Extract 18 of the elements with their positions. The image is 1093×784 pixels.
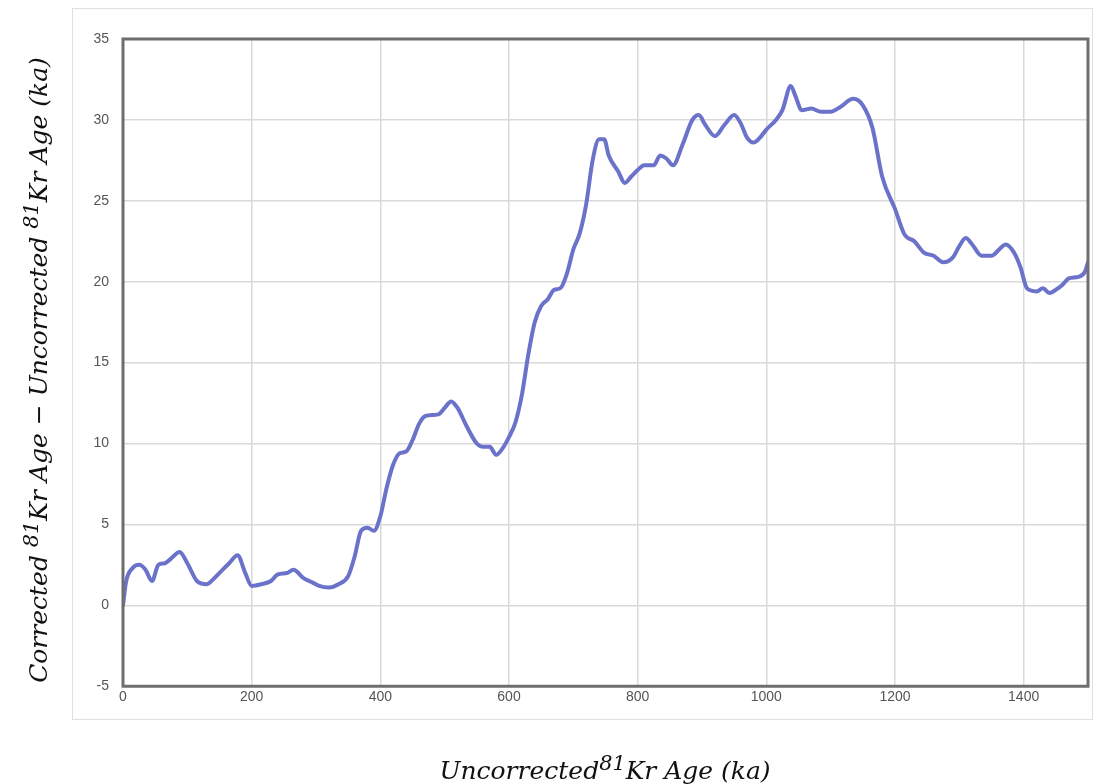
y-tick-label: -5 (96, 677, 110, 694)
x-tick-label: 200 (239, 688, 264, 705)
y-tick-label: 5 (101, 515, 110, 532)
y-tick-label: 35 (93, 29, 110, 46)
y-tick-label: 20 (93, 272, 110, 289)
x-tick-label: 400 (368, 688, 393, 705)
x-tick-label: 1400 (1008, 688, 1040, 705)
x-tick-label: 0 (119, 688, 128, 705)
x-tick-label: 800 (625, 688, 650, 705)
x-tick-label: 1200 (879, 688, 911, 705)
x-axis-title: Uncorrected$^{81}$Kr Age (ka) (439, 750, 771, 784)
y-tick-label: 30 (93, 110, 110, 127)
y-tick-label: 10 (93, 434, 110, 451)
y-tick-label: 25 (93, 191, 110, 208)
y-tick-label: 0 (101, 596, 110, 613)
y-tick-label: 15 (93, 353, 110, 370)
x-tick-label: 1000 (750, 688, 783, 705)
x-tick-label: 600 (497, 688, 521, 705)
